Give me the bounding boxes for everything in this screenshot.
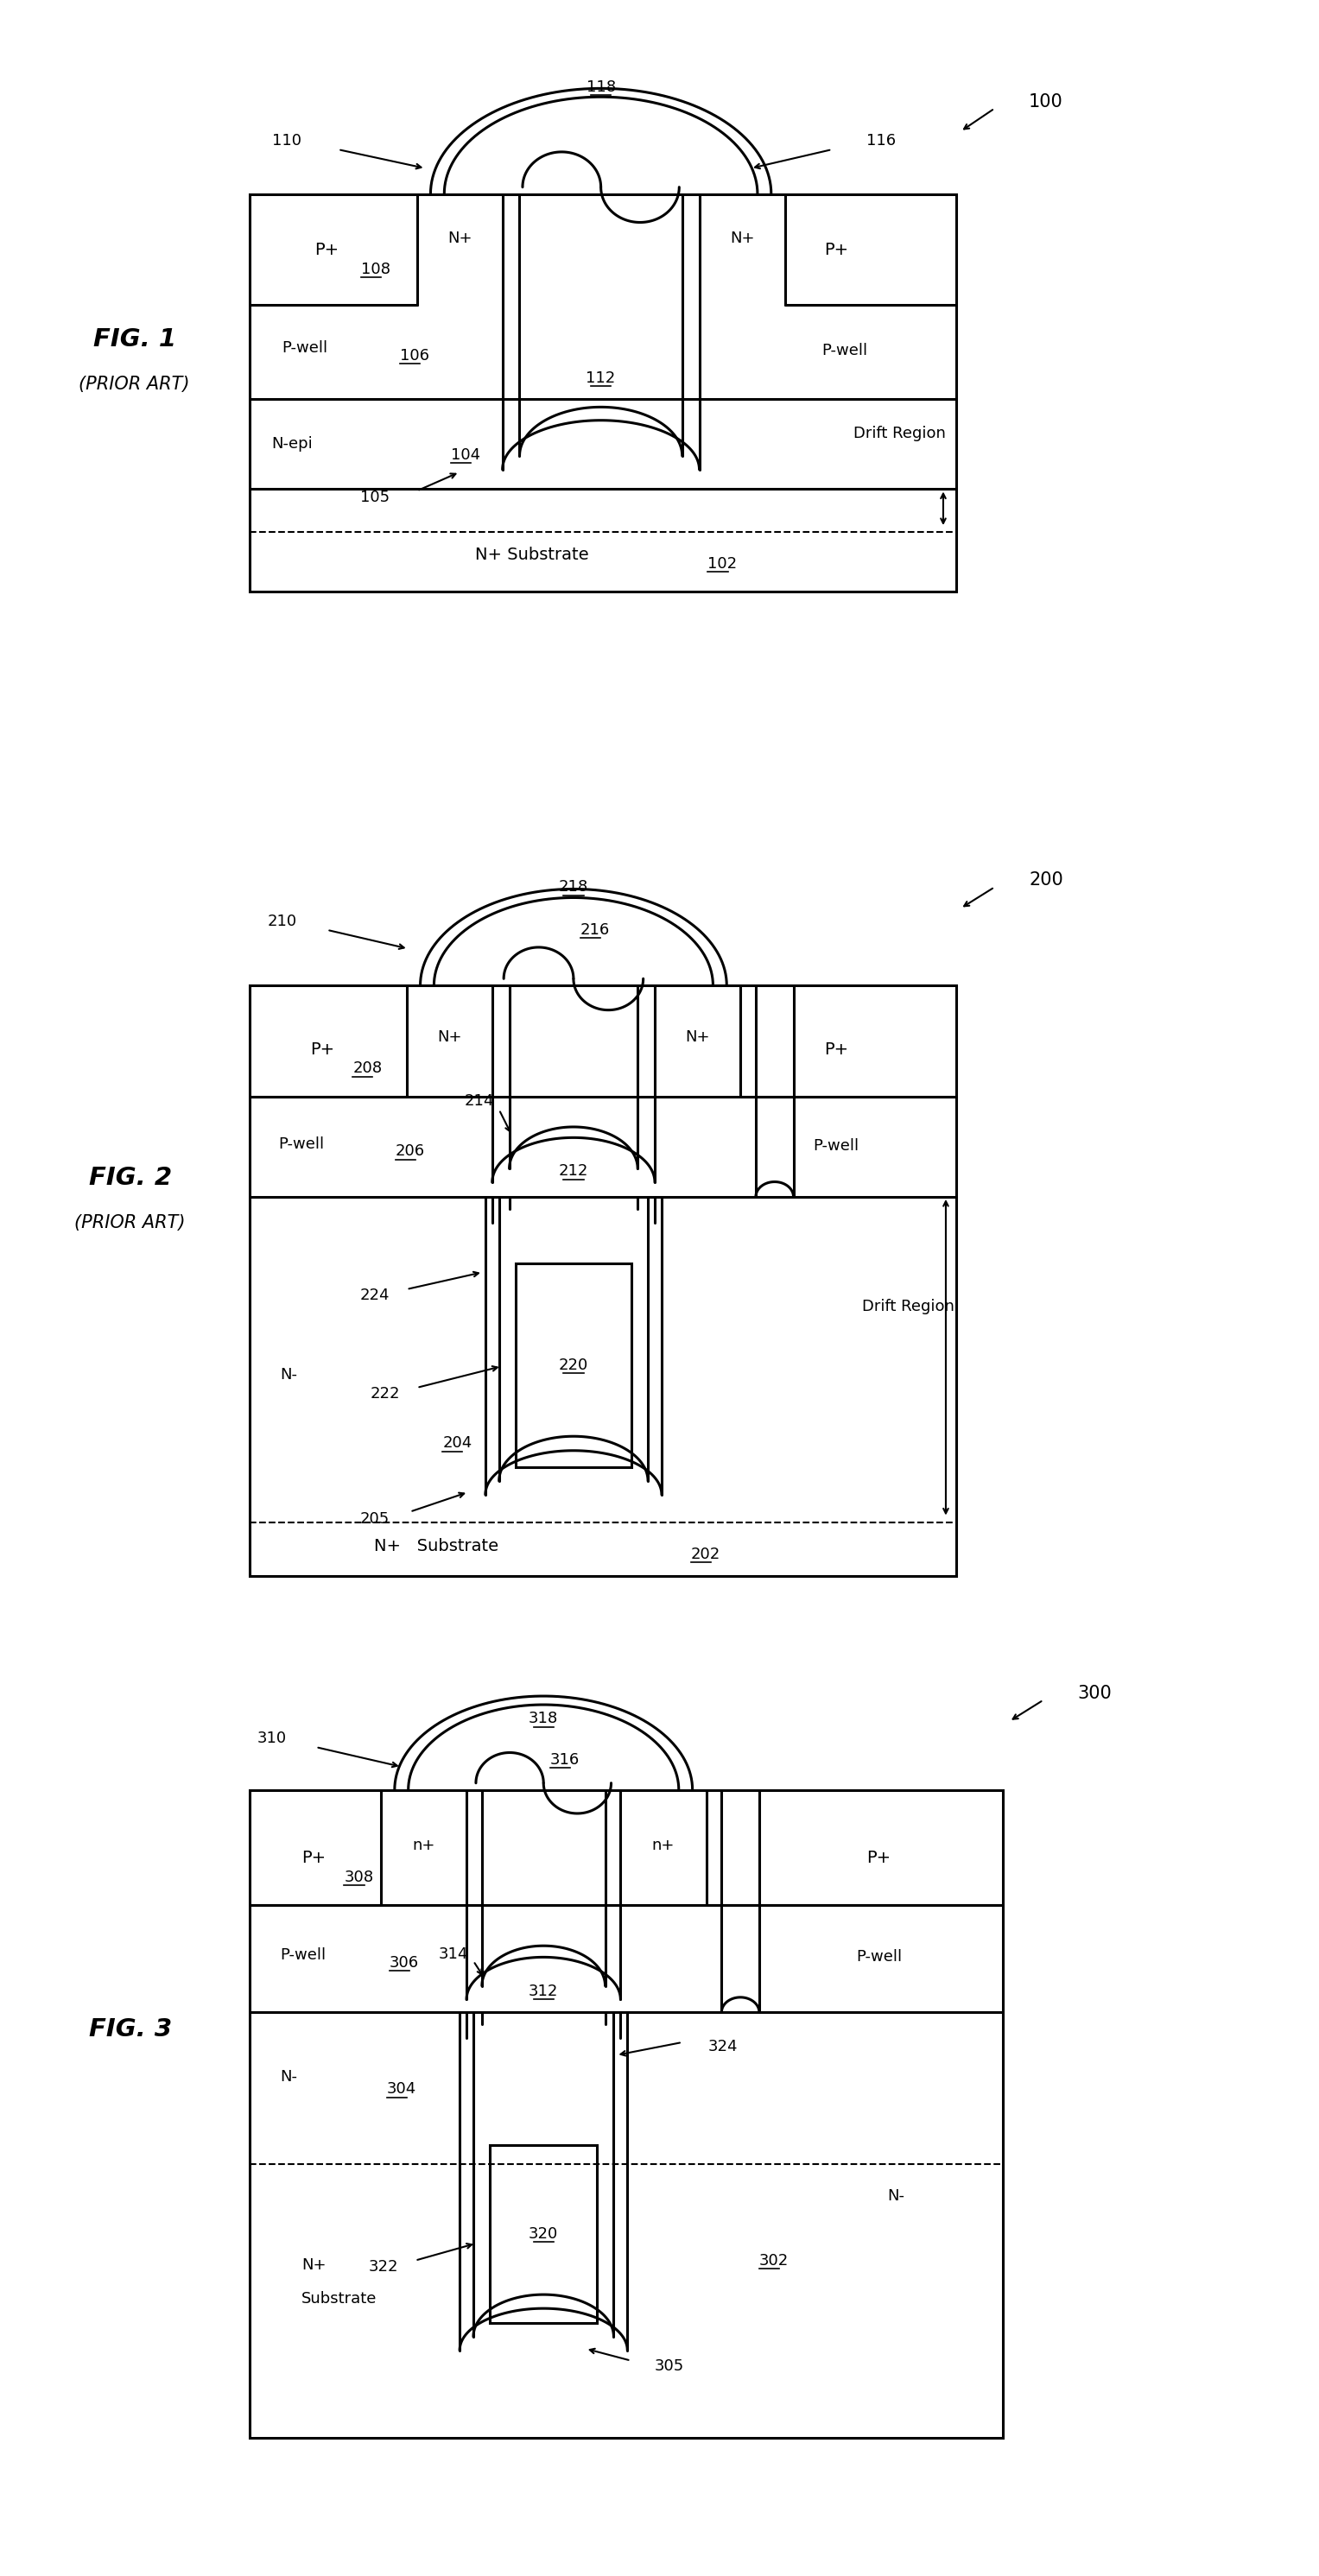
Text: 200: 200	[1029, 871, 1063, 889]
Text: 206: 206	[396, 1144, 425, 1159]
Text: P+: P+	[301, 1850, 326, 1868]
Text: 316: 316	[550, 1752, 580, 1767]
Text: 204: 204	[442, 1435, 472, 1450]
Text: N+: N+	[301, 2257, 326, 2272]
Text: n+: n+	[413, 1837, 435, 1852]
Text: P-well: P-well	[280, 1947, 326, 1963]
Bar	[249, 193, 956, 592]
Text: P+: P+	[824, 1041, 848, 1059]
Text: Drift Region: Drift Region	[861, 1298, 954, 1314]
Text: FIG. 3: FIG. 3	[88, 2017, 171, 2043]
Text: Drift Region: Drift Region	[853, 425, 946, 440]
Bar	[516, 1265, 632, 1468]
Text: P-well: P-well	[822, 343, 868, 358]
Text: 108: 108	[361, 263, 390, 278]
Text: 305: 305	[654, 2357, 685, 2372]
Text: 116: 116	[867, 134, 896, 149]
Text: 104: 104	[451, 448, 480, 464]
Text: 216: 216	[580, 922, 609, 938]
Text: N+: N+	[437, 1028, 462, 1046]
Text: 202: 202	[691, 1546, 720, 1561]
Text: Substrate: Substrate	[301, 2290, 377, 2306]
Text: n+: n+	[652, 1837, 675, 1852]
Text: N+: N+	[686, 1028, 710, 1046]
Text: 304: 304	[386, 2081, 417, 2097]
Text: 212: 212	[559, 1164, 588, 1180]
Text: 100: 100	[1029, 93, 1063, 111]
Text: 314: 314	[438, 1947, 468, 1963]
Text: 320: 320	[529, 2226, 558, 2241]
Text: N+: N+	[447, 232, 472, 247]
Text: 312: 312	[529, 1984, 558, 1999]
Text: 324: 324	[708, 2038, 737, 2053]
Text: 205: 205	[360, 1512, 389, 1528]
Text: 306: 306	[389, 1955, 419, 1971]
Text: FIG. 1: FIG. 1	[92, 327, 175, 350]
Text: 102: 102	[708, 556, 737, 572]
Text: 308: 308	[344, 1870, 373, 1886]
Bar	[489, 2146, 598, 2324]
Text: N-: N-	[280, 2069, 297, 2084]
Text: 208: 208	[352, 1061, 383, 1077]
Text: 106: 106	[400, 348, 429, 363]
Bar	[249, 1790, 1004, 2437]
Text: (PRIOR ART): (PRIOR ART)	[75, 1213, 186, 1231]
Text: 300: 300	[1078, 1685, 1112, 1703]
Bar	[249, 987, 956, 1577]
Text: 214: 214	[464, 1092, 493, 1108]
Text: 310: 310	[257, 1731, 286, 1747]
Text: 322: 322	[368, 2259, 398, 2275]
Text: 302: 302	[760, 2254, 789, 2269]
Text: P-well: P-well	[814, 1139, 859, 1154]
Text: N+: N+	[729, 232, 754, 247]
Text: P+: P+	[867, 1850, 892, 1868]
Text: (PRIOR ART): (PRIOR ART)	[79, 376, 190, 392]
Text: 218: 218	[559, 878, 588, 894]
Text: N+   Substrate: N+ Substrate	[375, 1538, 499, 1553]
Text: 112: 112	[586, 371, 616, 386]
Text: P+: P+	[824, 242, 848, 258]
Text: N-: N-	[888, 2190, 905, 2205]
Text: N-: N-	[280, 1368, 297, 1383]
Text: P+: P+	[314, 242, 339, 258]
Text: P-well: P-well	[282, 340, 327, 355]
Text: 224: 224	[360, 1288, 389, 1303]
Text: 105: 105	[360, 489, 389, 505]
Text: 118: 118	[586, 80, 616, 95]
Text: P-well: P-well	[278, 1136, 324, 1151]
Text: P+: P+	[310, 1041, 334, 1059]
Text: P-well: P-well	[856, 1950, 902, 1965]
Text: 220: 220	[559, 1358, 588, 1373]
Text: FIG. 2: FIG. 2	[88, 1167, 171, 1190]
Text: 210: 210	[268, 914, 297, 930]
Text: N+ Substrate: N+ Substrate	[475, 546, 588, 564]
Text: 222: 222	[369, 1386, 400, 1401]
Text: 318: 318	[529, 1710, 558, 1726]
Text: N-epi: N-epi	[272, 435, 313, 451]
Text: 110: 110	[272, 134, 301, 149]
